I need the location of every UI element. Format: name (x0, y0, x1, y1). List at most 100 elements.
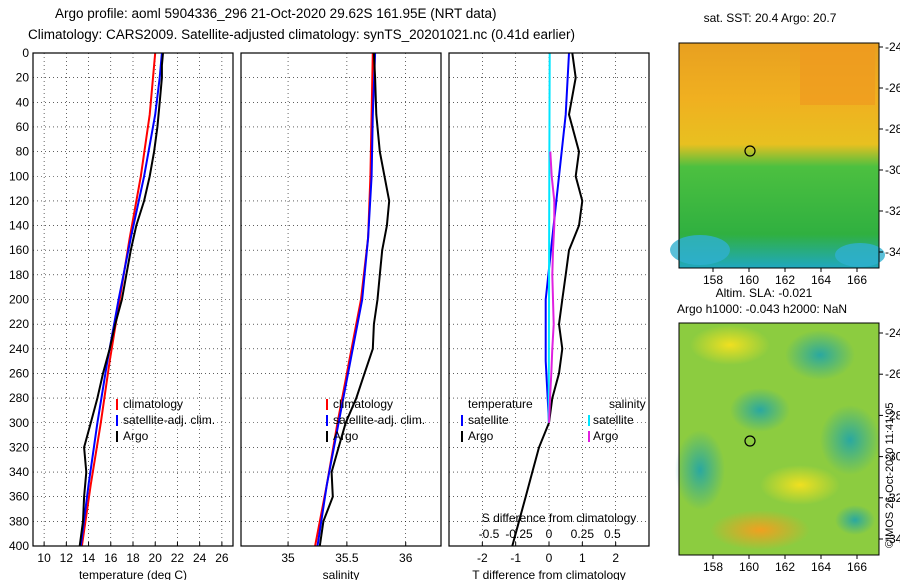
map-y-tick-label: -24 (885, 326, 900, 340)
x-tick-label: 12 (60, 551, 74, 565)
temperature-panel: 10 12 14 16 18 20 22 24 26 temperature (deg C) 0 20… (9, 46, 234, 580)
difference-panel: -2 -1 0 1 2 T difference from climatology temp… (448, 52, 650, 580)
legend-title-salinity: salinity (609, 397, 646, 411)
series-line-satellite-adj-clim- (79, 52, 163, 547)
map-x-tick-label: 160 (739, 560, 759, 574)
y-tick-label: 300 (9, 416, 29, 430)
x2-tick-label: 0 (546, 527, 553, 541)
y-tick-label: 200 (9, 293, 29, 307)
title-line-1: Argo profile: aoml 5904336_296 21-Oct-20… (55, 6, 497, 21)
legend-label: Argo (468, 429, 494, 443)
map-y-tick-label: -24 (885, 40, 900, 54)
x2-tick-label: 0.5 (604, 527, 621, 541)
map-y-tick-label: -28 (885, 408, 900, 422)
sst-map: sat. SST: 20.4 Argo: 20.7 -24 -26 -28 -30 -3… (670, 11, 900, 287)
map-y-tick-label: -26 (885, 367, 900, 381)
x-tick-label: 14 (82, 551, 96, 565)
series-line-argo (318, 52, 391, 547)
x2-tick-label: 0.25 (571, 527, 595, 541)
x-tick-label: -2 (477, 551, 488, 565)
y-tick-label: 140 (9, 219, 29, 233)
sla-map: Altim. SLA: -0.021 Argo h1000: -0.043 h2… (675, 286, 900, 574)
x-tick-label: 1 (579, 551, 586, 565)
map-x-tick-label: 166 (847, 560, 867, 574)
y-tick-label: 80 (16, 145, 30, 159)
y-tick-label: 380 (9, 514, 29, 528)
legend-title-temperature: temperature (468, 397, 533, 411)
y-tick-label: 360 (9, 490, 29, 504)
x-tick-label: 10 (37, 551, 51, 565)
map-y-tick-label: -32 (885, 204, 900, 218)
x-tick-label: 36 (399, 551, 413, 565)
y-tick-label: 320 (9, 440, 29, 454)
x-axis-label: temperature (deg C) (79, 568, 187, 580)
legend-label: Argo (333, 429, 359, 443)
sla-map-title: Altim. SLA: -0.021 (716, 286, 813, 300)
title-line-2: Climatology: CARS2009. Satellite-adjuste… (28, 27, 576, 42)
legend-label: Argo (123, 429, 149, 443)
legend-label: satellite-adj. clim. (123, 413, 215, 427)
map-x-tick-label: 160 (739, 273, 759, 287)
y-tick-label: 100 (9, 169, 29, 183)
series-line-s-satellite (547, 52, 551, 423)
map-x-tick-label: 164 (811, 560, 831, 574)
map-y-tick-label: -32 (885, 491, 900, 505)
x-tick-label: 22 (171, 551, 185, 565)
x-tick-label: 26 (215, 551, 229, 565)
x-axis-label: T difference from climatology (472, 568, 626, 580)
x-tick-label: 24 (193, 551, 207, 565)
map-x-tick-label: 162 (775, 560, 795, 574)
map-y-tick-label: -30 (885, 450, 900, 464)
series-line-t-satellite (544, 52, 570, 423)
series-line-argo (78, 52, 164, 547)
sla-map-subtitle: Argo h1000: -0.043 h2000: NaN (677, 302, 847, 316)
x-tick-label: 0 (546, 551, 553, 565)
y-tick-label: 0 (22, 46, 29, 60)
map-x-tick-label: 166 (847, 273, 867, 287)
series-line-t-argo (511, 52, 584, 547)
y-tick-label: 280 (9, 391, 29, 405)
map-y-tick-label: -28 (885, 122, 900, 136)
x-tick-label: -1 (510, 551, 521, 565)
plot-frame (240, 52, 442, 547)
x-tick-label: 20 (149, 551, 163, 565)
x-tick-label: 35.5 (335, 551, 359, 565)
y-tick-label: 60 (16, 120, 30, 134)
x2-tick-label: -0.5 (479, 527, 500, 541)
legend-label: climatology (123, 397, 183, 411)
x-tick-label: 16 (104, 551, 118, 565)
legend-label: climatology (333, 397, 393, 411)
legend-label: satellite-adj. clim. (333, 413, 425, 427)
sst-argo-marker (744, 145, 756, 157)
series-line-satellite-adj-clim- (316, 52, 377, 547)
y-tick-label: 220 (9, 317, 29, 331)
legend-label: satellite (468, 413, 509, 427)
map-x-tick-label: 164 (811, 273, 831, 287)
map-x-tick-label: 158 (703, 273, 723, 287)
y-tick-label: 120 (9, 194, 29, 208)
legend-label: satellite (593, 413, 634, 427)
x2-axis-label: S difference from climatology (482, 511, 637, 525)
salinity-panel: 35 35.5 36 salinity climatology satellite-adj… (240, 52, 442, 580)
sst-map-title: sat. SST: 20.4 Argo: 20.7 (704, 11, 837, 25)
x-tick-label: 35 (281, 551, 295, 565)
y-tick-label: 20 (16, 71, 30, 85)
map-y-tick-label: -26 (885, 81, 900, 95)
x-tick-label: 18 (126, 551, 140, 565)
sla-argo-marker (744, 435, 756, 447)
map-y-tick-label: -34 (885, 245, 900, 259)
legend-label: Argo (593, 429, 619, 443)
series-line-s-argo (548, 151, 556, 423)
map-x-tick-label: 158 (703, 560, 723, 574)
x2-tick-label: -0.25 (505, 527, 533, 541)
map-x-tick-label: 162 (775, 273, 795, 287)
y-tick-label: 260 (9, 366, 29, 380)
y-tick-label: 400 (9, 539, 29, 553)
y-tick-label: 180 (9, 268, 29, 282)
y-tick-label: 160 (9, 243, 29, 257)
y-tick-label: 240 (9, 342, 29, 356)
map-y-tick-label: -34 (885, 532, 900, 546)
series-line-climatology (314, 52, 374, 547)
imos-credit: ©IMOS 26-Oct-2020 11:41:05 (884, 403, 896, 548)
